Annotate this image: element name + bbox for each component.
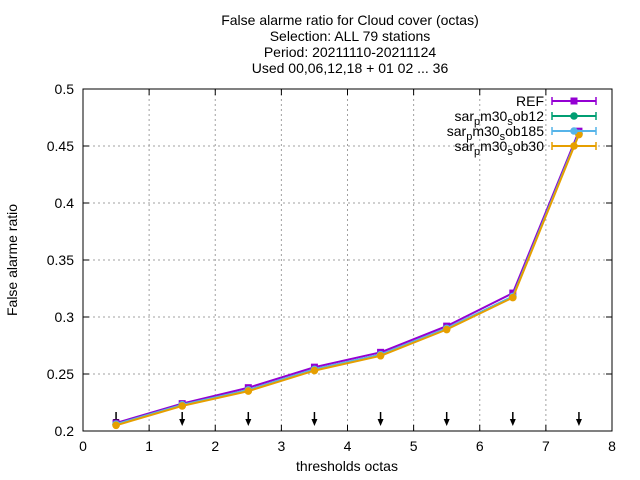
data-point [310, 366, 319, 375]
threshold-arrow [245, 412, 252, 426]
x-tick-label: 1 [145, 438, 153, 454]
chart-title-line-3: Period: 20211110-20211124 [263, 44, 437, 60]
data-point [244, 387, 253, 395]
plot-frame [82, 88, 613, 432]
legend-swatch-marker [570, 112, 578, 120]
legend-label: sarpm30sob12 [455, 108, 545, 128]
series-0 [112, 127, 583, 427]
x-axis-label: thresholds octas [296, 458, 398, 474]
axis-ticks: 0 1 2 3 4 5 6 7 8 0.2 0.25 0.3 0.35 0.4 0.45 0.5 [47, 81, 616, 454]
legend-label: REF [516, 93, 544, 109]
x-tick-label: 2 [211, 438, 219, 454]
y-tick-label: 0.35 [47, 252, 74, 268]
chart-title-line-1: False alarme ratio for Cloud cover (octa… [221, 12, 479, 28]
data-point [442, 325, 451, 334]
x-tick-label: 4 [344, 438, 352, 454]
x-tick-label: 3 [277, 438, 285, 454]
y-tick-label: 0.25 [47, 366, 74, 382]
y-tick-label: 0.5 [55, 81, 75, 97]
legend-swatch-marker [570, 142, 578, 150]
threshold-arrow [443, 412, 450, 426]
threshold-arrow [575, 412, 582, 426]
threshold-arrow [509, 412, 516, 426]
legend-label: sarpm30sob185 [447, 123, 544, 143]
legend-swatch-marker [570, 97, 578, 105]
series-lines [112, 127, 583, 430]
data-point [376, 351, 385, 360]
data-point [178, 402, 186, 410]
y-tick-label: 0.3 [55, 309, 75, 325]
x-tick-label: 6 [476, 438, 484, 454]
grid [83, 89, 612, 431]
chart-title-line-4: Used 00,06,12,18 + 01 02 ... 36 [251, 60, 449, 76]
y-axis-label: False alarme ratio [4, 204, 20, 316]
x-tick-label: 8 [608, 438, 616, 454]
threshold-arrow [311, 412, 318, 426]
series-line [115, 130, 580, 424]
legend-label: sarpm30sob30 [455, 138, 545, 158]
threshold-arrow [179, 412, 186, 426]
series-line [115, 134, 580, 427]
legend-entry: sarpm30sob185 [447, 123, 597, 143]
data-point [112, 421, 120, 430]
legend-entry: REF [516, 93, 597, 109]
legend-entry: sarpm30sob30 [455, 138, 597, 158]
y-tick-label: 0.45 [47, 138, 74, 154]
x-tick-label: 0 [79, 438, 87, 454]
y-tick-label: 0.2 [55, 423, 75, 439]
legend-entry: sarpm30sob12 [455, 108, 597, 128]
data-point [509, 293, 517, 302]
x-tick-label: 7 [542, 438, 550, 454]
chart-title-line-2: Selection: ALL 79 stations [269, 28, 431, 44]
x-tick-label: 5 [410, 438, 418, 454]
threshold-arrow [377, 412, 384, 426]
legend-swatch-marker [570, 127, 578, 135]
threshold-arrows [113, 412, 582, 426]
y-tick-label: 0.4 [55, 195, 75, 211]
